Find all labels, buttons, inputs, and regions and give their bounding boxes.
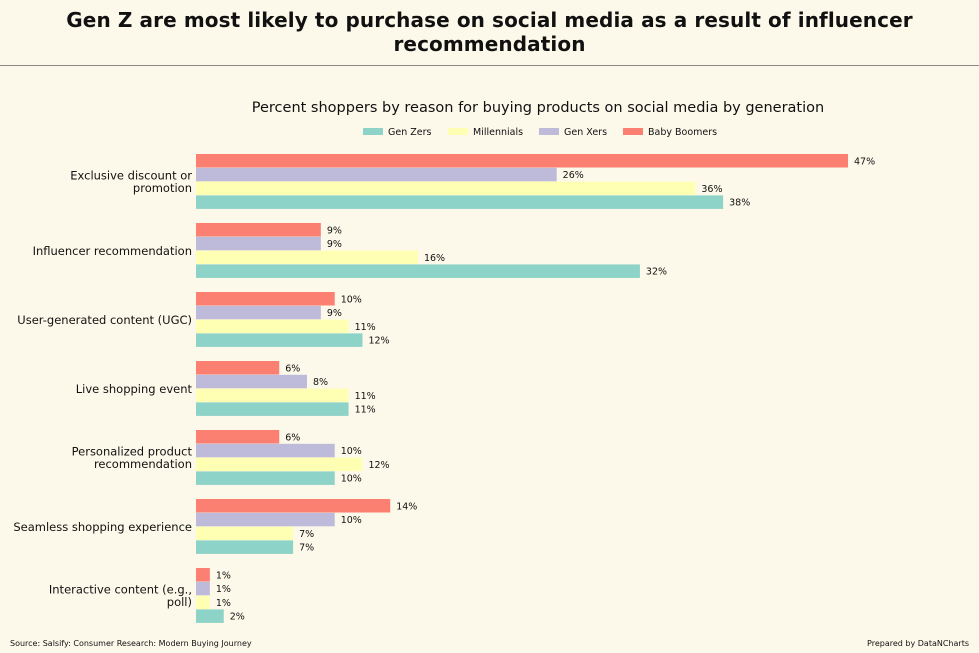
bar-exclusive-discount-or-promotion-millennials bbox=[196, 181, 696, 196]
bar-live-shopping-event-gen-zers bbox=[196, 402, 349, 416]
bar-personalized-product-recommendation-gen-xers bbox=[196, 443, 335, 458]
bar-seamless-shopping-experience-baby-boomers bbox=[196, 499, 391, 513]
data-label: 1% bbox=[216, 584, 231, 595]
bar-seamless-shopping-experience-gen-xers bbox=[196, 512, 335, 527]
data-label: 9% bbox=[327, 308, 342, 319]
bar-interactive-content-e-g-poll-millennials bbox=[196, 595, 210, 610]
bar-live-shopping-event-baby-boomers bbox=[196, 361, 280, 375]
data-label: 11% bbox=[355, 322, 376, 333]
credit-note: Prepared by DataNCharts bbox=[867, 639, 969, 648]
data-label: 16% bbox=[424, 253, 445, 264]
category-label: Exclusive discount or bbox=[70, 169, 192, 183]
legend-swatch-millennials bbox=[448, 128, 468, 135]
data-label: 26% bbox=[563, 170, 584, 181]
legend-label-millennials: Millennials bbox=[473, 127, 523, 138]
data-label: 47% bbox=[854, 156, 875, 167]
bar-exclusive-discount-or-promotion-gen-zers bbox=[196, 195, 724, 209]
category-label: User-generated content (UGC) bbox=[17, 313, 192, 327]
legend-swatch-gen-xers bbox=[539, 128, 559, 135]
category-label: Seamless shopping experience bbox=[13, 520, 192, 534]
category-label: poll) bbox=[167, 595, 192, 609]
data-label: 6% bbox=[285, 432, 300, 443]
data-label: 36% bbox=[701, 184, 722, 195]
data-label: 2% bbox=[230, 612, 245, 623]
category-label: Live shopping event bbox=[76, 382, 193, 396]
data-label: 10% bbox=[341, 515, 362, 526]
bar-influencer-recommendation-gen-zers bbox=[196, 264, 640, 278]
bar-live-shopping-event-gen-xers bbox=[196, 374, 307, 389]
bar-user-generated-content-ugc-gen-zers bbox=[196, 333, 363, 347]
bar-interactive-content-e-g-poll-baby-boomers bbox=[196, 568, 210, 582]
data-label: 9% bbox=[327, 239, 342, 250]
legend-swatch-baby-boomers bbox=[623, 128, 643, 135]
chart-title: Percent shoppers by reason for buying pr… bbox=[252, 100, 824, 116]
bar-exclusive-discount-or-promotion-gen-xers bbox=[196, 167, 557, 182]
data-label: 10% bbox=[341, 294, 362, 305]
bar-seamless-shopping-experience-gen-zers bbox=[196, 540, 294, 554]
data-label: 12% bbox=[368, 336, 389, 347]
data-label: 1% bbox=[216, 598, 231, 609]
legend-label-gen-xers: Gen Xers bbox=[564, 127, 607, 138]
data-label: 9% bbox=[327, 225, 342, 236]
data-label: 1% bbox=[216, 570, 231, 581]
bar-influencer-recommendation-millennials bbox=[196, 250, 418, 265]
bar-interactive-content-e-g-poll-gen-xers bbox=[196, 581, 210, 596]
category-label: promotion bbox=[133, 181, 192, 195]
data-label: 38% bbox=[729, 198, 750, 209]
data-label: 8% bbox=[313, 377, 328, 388]
bar-influencer-recommendation-baby-boomers bbox=[196, 223, 321, 237]
data-label: 11% bbox=[355, 405, 376, 416]
legend-label-baby-boomers: Baby Boomers bbox=[648, 127, 717, 138]
bar-user-generated-content-ugc-baby-boomers bbox=[196, 292, 335, 306]
data-label: 32% bbox=[646, 267, 667, 278]
bar-personalized-product-recommendation-baby-boomers bbox=[196, 430, 280, 444]
category-label: Personalized product bbox=[72, 445, 193, 459]
data-label: 10% bbox=[341, 474, 362, 485]
page-title: Gen Z are most likely to purchase on soc… bbox=[66, 8, 913, 56]
bar-exclusive-discount-or-promotion-baby-boomers bbox=[196, 154, 848, 168]
bar-influencer-recommendation-gen-xers bbox=[196, 236, 321, 251]
bar-user-generated-content-ugc-gen-xers bbox=[196, 305, 321, 320]
legend-label-gen-zers: Gen Zers bbox=[388, 127, 432, 138]
data-label: 7% bbox=[299, 529, 314, 540]
bar-interactive-content-e-g-poll-gen-zers bbox=[196, 609, 224, 623]
data-label: 10% bbox=[341, 446, 362, 457]
category-label: recommendation bbox=[94, 457, 192, 471]
data-label: 6% bbox=[285, 363, 300, 374]
bar-personalized-product-recommendation-gen-zers bbox=[196, 471, 335, 485]
bar-user-generated-content-ugc-millennials bbox=[196, 319, 349, 334]
bar-seamless-shopping-experience-millennials bbox=[196, 526, 294, 541]
category-label: Influencer recommendation bbox=[33, 244, 192, 258]
data-label: 7% bbox=[299, 543, 314, 554]
source-note: Source: Salsify: Consumer Research: Mode… bbox=[10, 639, 252, 648]
category-label: Interactive content (e.g., bbox=[49, 583, 192, 597]
data-label: 11% bbox=[355, 391, 376, 402]
bar-personalized-product-recommendation-millennials bbox=[196, 457, 363, 472]
title-divider bbox=[0, 65, 979, 66]
data-label: 14% bbox=[396, 501, 417, 512]
legend-swatch-gen-zers bbox=[363, 128, 383, 135]
bar-live-shopping-event-millennials bbox=[196, 388, 349, 403]
data-label: 12% bbox=[368, 460, 389, 471]
